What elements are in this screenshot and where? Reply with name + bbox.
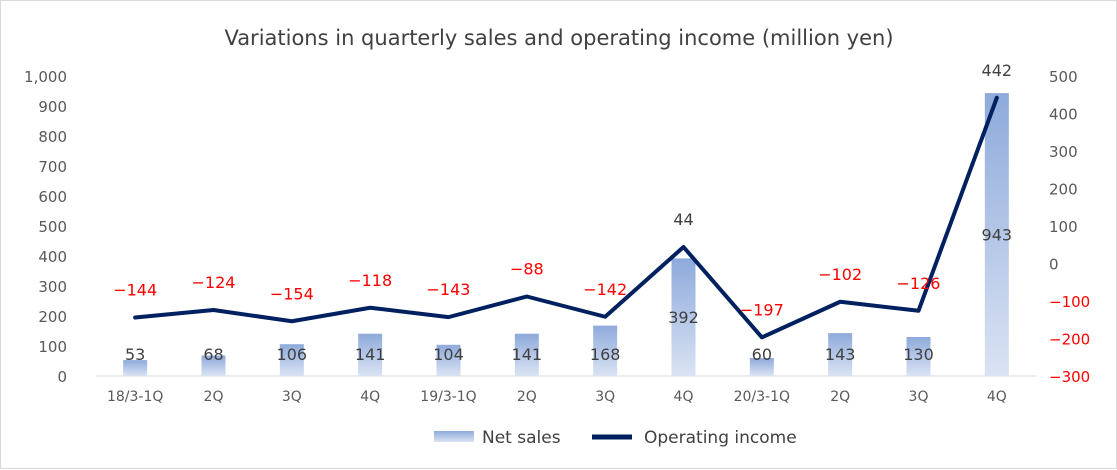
right-tick-label: 300	[1049, 143, 1078, 161]
right-tick-label: −300	[1049, 368, 1090, 386]
right-tick-label: 400	[1049, 106, 1078, 124]
line-data-label: −126	[897, 274, 941, 293]
left-tick-label: 800	[38, 128, 67, 146]
line-data-label: −154	[270, 284, 314, 303]
bar-net-sales	[123, 360, 148, 376]
category-label: 18/3-1Q	[107, 389, 163, 405]
category-label: 2Q	[830, 389, 850, 405]
bar-data-labels: 53 68 106 141 104 141 168 392 60 143 130 943	[125, 226, 1012, 364]
bar-data-label: 68	[203, 345, 223, 364]
bar-net-sales	[514, 333, 539, 376]
bar-data-label: 106	[277, 345, 308, 364]
bar-net-sales	[984, 93, 1009, 376]
category-label: 3Q	[282, 389, 302, 405]
left-tick-label: 100	[38, 338, 67, 356]
category-label: 20/3-1Q	[734, 389, 790, 405]
category-axis-labels: 18/3-1Q 2Q 3Q 4Q 19/3-1Q 2Q 3Q 4Q 20/3-1Q 2Q 3Q 4Q	[107, 389, 1007, 405]
legend: Net sales Operating income	[434, 428, 797, 448]
bar-net-sales	[593, 325, 618, 376]
left-tick-label: 700	[38, 158, 67, 176]
legend-swatch-net-sales	[434, 431, 474, 442]
line-data-label: 442	[982, 61, 1013, 80]
line-operating-income	[133, 95, 999, 340]
bar-net-sales	[279, 344, 304, 376]
bar-data-label: 392	[668, 308, 699, 327]
category-label: 2Q	[204, 389, 224, 405]
bar-data-label: 104	[433, 345, 464, 364]
category-label: 19/3-1Q	[420, 389, 476, 405]
left-tick-label: 200	[38, 308, 67, 326]
left-tick-label: 0	[57, 368, 67, 386]
left-tick-label: 900	[38, 98, 67, 116]
bar-net-sales	[749, 358, 774, 376]
line-data-labels: −144 −124 −154 −118 −143 −88 −142 44 −197 −102 −12…	[113, 61, 1012, 320]
left-tick-label: 500	[38, 218, 67, 236]
category-label: 3Q	[909, 389, 929, 405]
category-label: 4Q	[360, 389, 380, 405]
bar-data-label: 168	[590, 345, 621, 364]
bar-series-net-sales	[123, 93, 1009, 376]
bar-net-sales	[358, 333, 383, 376]
line-series-operating-income	[133, 95, 999, 340]
bar-net-sales	[828, 333, 853, 376]
category-label: 4Q	[674, 389, 694, 405]
bar-data-label: 60	[752, 345, 772, 364]
bar-data-label: 130	[903, 345, 934, 364]
legend-label-operating-income: Operating income	[644, 428, 797, 448]
line-data-label: −118	[348, 271, 392, 290]
line-data-label: 44	[673, 210, 693, 229]
right-tick-label: −200	[1049, 331, 1090, 349]
bar-net-sales	[671, 258, 696, 376]
left-tick-label: 400	[38, 248, 67, 266]
category-label: 3Q	[595, 389, 615, 405]
line-data-label: −124	[192, 273, 236, 292]
right-tick-label: 100	[1049, 218, 1078, 236]
left-tick-label: 1,000	[24, 68, 67, 86]
right-tick-label: −100	[1049, 293, 1090, 311]
bar-data-label: 143	[825, 345, 856, 364]
bar-net-sales	[201, 355, 226, 376]
bar-data-label: 141	[512, 345, 543, 364]
line-data-label: −197	[740, 300, 784, 319]
line-data-label: −143	[427, 280, 471, 299]
left-axis: 0 100 200 300 400 500 600 700 800 900 1,000	[24, 68, 67, 386]
line-data-label: −102	[818, 265, 862, 284]
line-data-label: −142	[583, 280, 627, 299]
bar-data-label: 141	[355, 345, 386, 364]
right-tick-label: 200	[1049, 181, 1078, 199]
legend-label-net-sales: Net sales	[482, 428, 561, 448]
line-data-label: −88	[510, 260, 544, 279]
bar-net-sales	[436, 344, 461, 376]
category-label: 4Q	[987, 389, 1007, 405]
bar-data-label: 53	[125, 345, 145, 364]
left-tick-label: 300	[38, 278, 67, 296]
line-data-label: −144	[113, 281, 157, 300]
right-axis: −300 −200 −100 0 100 200 300 400 500	[1049, 68, 1090, 386]
bar-data-label: 943	[982, 226, 1013, 245]
chart-title: Variations in quarterly sales and operat…	[224, 26, 893, 50]
right-tick-label: 0	[1049, 256, 1059, 274]
right-tick-label: 500	[1049, 68, 1078, 86]
category-label: 2Q	[517, 389, 537, 405]
left-tick-label: 600	[38, 188, 67, 206]
bar-net-sales	[906, 337, 931, 376]
